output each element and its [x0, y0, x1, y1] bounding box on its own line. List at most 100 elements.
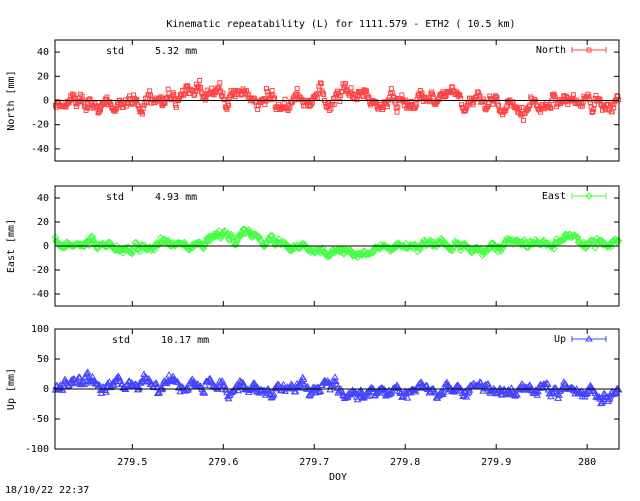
data-point — [342, 80, 348, 86]
data-point — [317, 80, 323, 86]
y-tick-label: -50 — [31, 414, 49, 425]
data-point — [316, 387, 325, 395]
data-point — [113, 106, 119, 112]
data-point — [222, 97, 228, 103]
data-point — [135, 103, 141, 109]
data-point — [225, 101, 231, 107]
std-label: std — [112, 335, 130, 346]
timestamp: 18/10/22 22:37 — [5, 485, 89, 496]
y-tick-label: 0 — [43, 384, 49, 395]
legend-label: East — [542, 191, 566, 202]
data-point — [504, 104, 510, 110]
y-axis-label: Up [mm] — [6, 368, 17, 410]
data-point — [439, 388, 448, 395]
x-tick-label: 279.8 — [390, 457, 420, 468]
std-value: 4.93 mm — [155, 192, 197, 203]
data-point — [413, 102, 419, 108]
data-point — [443, 378, 451, 386]
data-point — [615, 94, 621, 100]
y-tick-label: -100 — [25, 444, 49, 455]
data-point — [401, 243, 409, 252]
data-point — [388, 86, 394, 92]
y-axis-label: East [mm] — [6, 219, 17, 273]
data-point — [61, 375, 69, 382]
data-point — [331, 102, 337, 108]
data-point — [364, 392, 372, 399]
data-point — [389, 90, 395, 96]
data-point — [264, 236, 272, 245]
x-tick-label: 280 — [578, 457, 596, 468]
data-point — [384, 104, 390, 110]
data-point — [547, 105, 553, 111]
data-point — [173, 378, 182, 385]
data-point — [83, 368, 92, 375]
x-tick-label: 279.7 — [299, 457, 329, 468]
data-point — [357, 389, 366, 396]
data-point — [158, 384, 167, 392]
std-value: 5.32 mm — [155, 46, 197, 57]
data-point — [197, 84, 203, 90]
data-point — [309, 100, 315, 106]
x-axis-label: DOY — [329, 472, 347, 483]
data-point — [463, 105, 469, 111]
data-point — [133, 240, 141, 249]
y-tick-label: -40 — [31, 144, 49, 155]
y-tick-label: -20 — [31, 120, 49, 131]
data-point — [105, 378, 114, 385]
data-point — [496, 103, 502, 109]
y-tick-label: 20 — [37, 71, 49, 82]
data-point — [93, 104, 99, 110]
data-point — [521, 117, 527, 123]
data-point — [394, 109, 400, 115]
data-point — [269, 87, 275, 93]
data-point — [494, 95, 500, 101]
data-point — [85, 241, 93, 250]
data-point — [225, 236, 234, 244]
data-point — [158, 94, 164, 100]
data-point — [226, 102, 232, 108]
data-point — [465, 386, 474, 393]
data-point — [485, 103, 491, 109]
data-point — [542, 383, 550, 391]
north-points — [52, 77, 622, 123]
data-point — [519, 237, 527, 246]
up-points — [51, 368, 623, 407]
data-point — [88, 372, 97, 380]
data-point — [139, 111, 145, 117]
data-point — [153, 383, 161, 391]
data-point — [431, 389, 440, 396]
y-tick-label: -40 — [31, 289, 49, 300]
data-point — [391, 94, 397, 100]
legend-label: North — [536, 45, 566, 56]
data-point — [104, 94, 110, 100]
data-point — [457, 92, 463, 98]
data-point — [456, 246, 465, 254]
data-point — [442, 94, 448, 100]
data-point — [409, 99, 415, 105]
std-label: std — [106, 46, 124, 57]
data-point — [160, 377, 169, 384]
panel-up: -100 -50 0 50 100 279.5 279.6 279.7 279.8 279.9 28… — [6, 324, 623, 468]
data-point — [80, 380, 89, 388]
data-point — [403, 394, 412, 401]
data-point — [128, 379, 136, 386]
data-point — [84, 105, 90, 111]
data-point — [552, 93, 558, 99]
data-point — [103, 379, 112, 386]
legend-label: Up — [554, 334, 566, 345]
data-point — [328, 106, 334, 112]
data-point — [457, 387, 466, 394]
data-point — [411, 387, 420, 395]
data-point — [408, 242, 417, 250]
data-point — [269, 390, 278, 397]
data-point — [230, 238, 238, 246]
data-point — [173, 104, 179, 110]
data-point — [390, 93, 396, 99]
data-point — [612, 389, 621, 397]
data-point — [237, 378, 246, 385]
data-point — [140, 105, 146, 111]
data-point — [533, 391, 542, 398]
data-point — [272, 95, 278, 101]
data-point — [321, 92, 327, 98]
data-point — [291, 387, 300, 395]
